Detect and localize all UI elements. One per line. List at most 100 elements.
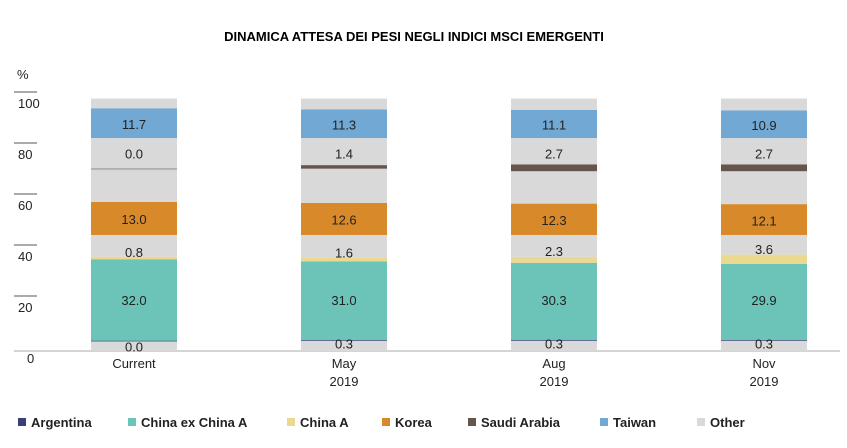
bar-segment-other (91, 98, 177, 109)
bar-segment-argentina (301, 340, 387, 341)
bar-segment-argentina (511, 340, 597, 341)
bar-segment-china-ex-china-a (301, 261, 387, 341)
y-tick-label: 80 (18, 147, 32, 162)
legend-swatch (468, 418, 476, 426)
data-label: 1.6 (335, 246, 353, 261)
bar-segment-other (301, 98, 387, 110)
legend-label: Saudi Arabia (481, 415, 561, 430)
x-tick-label-year: 2019 (330, 374, 359, 389)
data-label: 11.7 (122, 117, 146, 132)
legend-label: China A (300, 415, 349, 430)
bar-segment-other (91, 138, 177, 169)
data-label: 12.1 (751, 213, 776, 228)
data-label: 12.6 (331, 213, 356, 228)
bar-segment-other (511, 340, 597, 351)
bar-segment-argentina (721, 340, 807, 341)
bar-segment-saudi-arabia (721, 164, 807, 172)
bar-segment-other (721, 98, 807, 111)
data-label: 31.0 (331, 293, 356, 308)
legend-swatch (382, 418, 390, 426)
bar-segment-taiwan (721, 110, 807, 139)
data-label: 0.0 (125, 339, 143, 354)
bar-segment-other (301, 168, 387, 203)
legend-swatch (697, 418, 705, 426)
bar-segment-other (721, 234, 807, 255)
data-label: 2.3 (545, 244, 563, 259)
data-label: 2.7 (545, 146, 563, 161)
y-tick-label: 40 (18, 249, 32, 264)
data-label: 0.8 (125, 245, 143, 260)
y-tick-label: 0 (27, 351, 34, 366)
data-label: 30.3 (541, 293, 566, 308)
x-tick-label: Nov (752, 356, 776, 371)
bar-segment-china-ex-china-a (91, 259, 177, 341)
bar-segment-other (301, 234, 387, 258)
bar-segment-china-a (91, 256, 177, 260)
legend-swatch (600, 418, 608, 426)
chart-title: DINAMICA ATTESA DEI PESI NEGLI INDICI MS… (224, 29, 604, 44)
data-label: 12.3 (541, 213, 566, 228)
data-label: 32.0 (121, 293, 146, 308)
data-label: 2.7 (755, 146, 773, 161)
bar-segment-saudi-arabia (511, 164, 597, 172)
bar-segment-china-a (301, 257, 387, 262)
bar-segment-korea (91, 201, 177, 235)
data-label: 0.3 (755, 336, 773, 351)
data-label: 3.6 (755, 242, 773, 257)
bar-segment-china-a (511, 256, 597, 263)
bar-segment-china-a (721, 254, 807, 264)
y-axis-unit: % (17, 67, 29, 82)
y-tick-label: 100 (18, 96, 40, 111)
data-label: 0.3 (335, 336, 353, 351)
bar-segment-other (511, 171, 597, 204)
bar-segment-china-ex-china-a (511, 262, 597, 341)
bar-segment-saudi-arabia (301, 165, 387, 169)
bar-segment-korea (511, 203, 597, 235)
x-tick-label-year: 2019 (540, 374, 569, 389)
bar-segment-taiwan (301, 109, 387, 139)
bar-segment-korea (721, 204, 807, 235)
legend: Argentina China ex China A China A Korea Sau… (18, 415, 745, 430)
legend-label: Other (710, 415, 745, 430)
legend-label: Argentina (31, 415, 92, 430)
x-tick-label: Aug (542, 356, 565, 371)
legend-label: Taiwan (613, 415, 656, 430)
data-label: 0.3 (545, 336, 563, 351)
x-tick-label: Current (112, 356, 156, 371)
bar-segment-other (91, 234, 177, 257)
x-tick-label-year: 2019 (750, 374, 779, 389)
data-label: 0.0 (125, 146, 143, 161)
legend-swatch (18, 418, 26, 426)
legend-swatch (287, 418, 295, 426)
x-axis: Current May 2019 Aug 2019 Nov 2019 (112, 356, 778, 389)
data-label: 11.3 (332, 117, 356, 132)
data-labels: 0.0 0.3 0.3 0.3 32.0 31.0 30.3 29.9 0.8 1.6 2.3 3.6… (121, 117, 776, 354)
legend-swatch (128, 418, 136, 426)
y-tick-label: 20 (18, 300, 32, 315)
bar-segment-korea (301, 202, 387, 235)
y-tick-label: 60 (18, 198, 32, 213)
data-label: 29.9 (751, 293, 776, 308)
bar-segment-other (511, 138, 597, 165)
bar-segment-china-ex-china-a (721, 263, 807, 341)
x-tick-label: May (332, 356, 357, 371)
bars (91, 98, 807, 351)
bar-segment-other (721, 340, 807, 351)
bar-segment-other (301, 340, 387, 351)
bar-segment-other (721, 171, 807, 205)
bar-segment-other (511, 98, 597, 110)
bar-segment-taiwan (511, 109, 597, 139)
bar-segment-other (721, 138, 807, 165)
data-label: 13.0 (121, 212, 146, 227)
data-label: 1.4 (335, 146, 353, 161)
legend-label: China ex China A (141, 415, 248, 430)
data-label: 10.9 (751, 118, 776, 133)
bar-segment-other (511, 234, 597, 257)
bar-segment-other (91, 168, 177, 202)
bar-segment-other (301, 138, 387, 166)
data-label: 11.1 (542, 118, 566, 133)
legend-label: Korea (395, 415, 433, 430)
bar-segment-other (91, 340, 177, 351)
bar-segment-taiwan (91, 108, 177, 139)
